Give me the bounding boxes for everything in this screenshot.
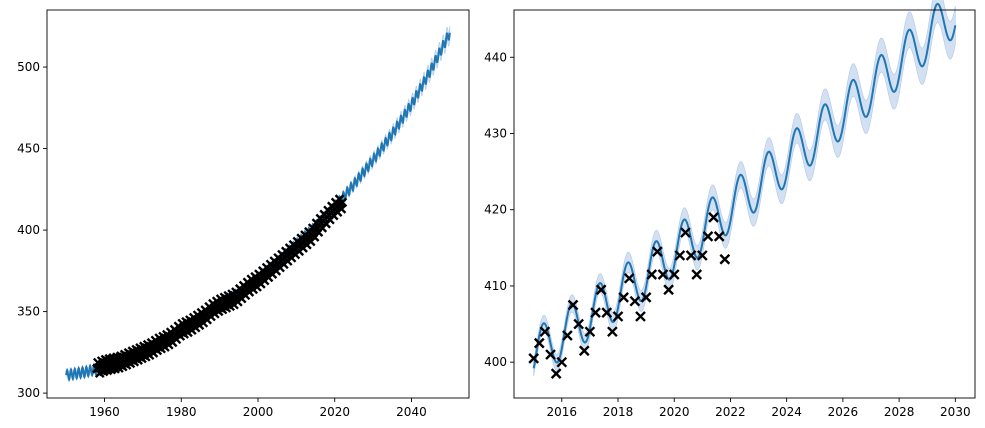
observation-marker-34 (719, 253, 731, 265)
observation-marker-11 (590, 307, 601, 318)
x-tick-label: 1980 (166, 405, 197, 419)
series-0-line-with-band (65, 26, 451, 382)
y-tick-label: 450 (17, 142, 40, 156)
observation-marker-10 (584, 326, 596, 338)
observation-marker-33 (713, 231, 725, 242)
observation-marker-32 (708, 211, 719, 223)
observation-marker-256 (337, 197, 348, 208)
y-tick-label: 500 (17, 60, 40, 74)
observation-marker-24 (663, 284, 674, 296)
x-tick-label: 2000 (243, 405, 274, 419)
axes-frame (46, 9, 470, 399)
observation-marker-21 (646, 269, 658, 280)
observation-marker-16 (618, 292, 629, 303)
x-tick-label: 2028 (884, 405, 915, 419)
observation-marker-27 (680, 227, 691, 238)
x-tick-label: 2040 (396, 405, 427, 419)
confidence-band (533, 0, 956, 377)
observation-marker-23 (657, 269, 669, 280)
observation-marker-8 (573, 318, 585, 330)
observation-marker-9 (578, 345, 590, 357)
observation-marker-3 (545, 349, 556, 360)
confidence-band (65, 26, 451, 382)
x-tick-label: 2024 (771, 405, 802, 419)
observation-marker-31 (702, 231, 714, 242)
x-tick-label: 2022 (715, 405, 746, 419)
series-1-scatter (528, 211, 731, 379)
observation-marker-4 (550, 368, 562, 379)
y-tick-label: 400 (484, 355, 507, 369)
observation-marker-25 (668, 269, 680, 280)
observation-marker-30 (696, 250, 708, 261)
observation-marker-29 (691, 269, 703, 280)
observation-marker-13 (601, 307, 613, 318)
left-chart-panel: 1960 1980 2000 2020 2040 300 350 400 450 500 (17, 9, 470, 419)
x-tick-label: 2026 (828, 405, 859, 419)
mean-line (65, 32, 451, 382)
observation-marker-20 (640, 292, 652, 303)
y-tick-label: 300 (17, 386, 40, 400)
y-tick-label: 420 (484, 203, 507, 217)
observation-marker-18 (629, 295, 641, 307)
series-0-line-with-band (532, 0, 957, 377)
observation-marker-6 (562, 330, 573, 341)
observation-marker-15 (612, 311, 624, 322)
observation-marker-2 (539, 326, 551, 338)
y-tick-label: 410 (484, 279, 507, 293)
series-1-scatter (92, 194, 348, 378)
x-tick-label: 2018 (603, 405, 634, 419)
observation-marker-19 (635, 311, 646, 322)
y-tick-label: 430 (484, 126, 507, 140)
observation-marker-0 (528, 353, 540, 364)
x-tick-label: 2030 (940, 405, 971, 419)
right-chart-panel: 2016 2018 2020 2022 2024 2026 2028 2030 400 410 42… (484, 0, 976, 419)
observation-marker-12 (595, 284, 607, 296)
observation-marker-14 (607, 326, 618, 338)
y-tick-label: 400 (17, 223, 40, 237)
mean-line (532, 2, 957, 369)
observation-marker-7 (567, 299, 579, 311)
observation-marker-1 (533, 337, 545, 349)
observation-marker-28 (685, 250, 697, 261)
x-tick-label: 2020 (659, 405, 690, 419)
y-tick-label: 440 (484, 50, 507, 64)
axes-frame (513, 9, 976, 399)
y-tick-label: 350 (17, 305, 40, 319)
observation-marker-5 (556, 356, 568, 368)
observation-marker-26 (674, 250, 686, 261)
observation-marker-22 (652, 246, 663, 257)
observation-marker-17 (623, 272, 635, 284)
x-tick-label: 2016 (547, 405, 578, 419)
x-tick-label: 2020 (319, 405, 350, 419)
x-tick-label: 1960 (89, 405, 120, 419)
